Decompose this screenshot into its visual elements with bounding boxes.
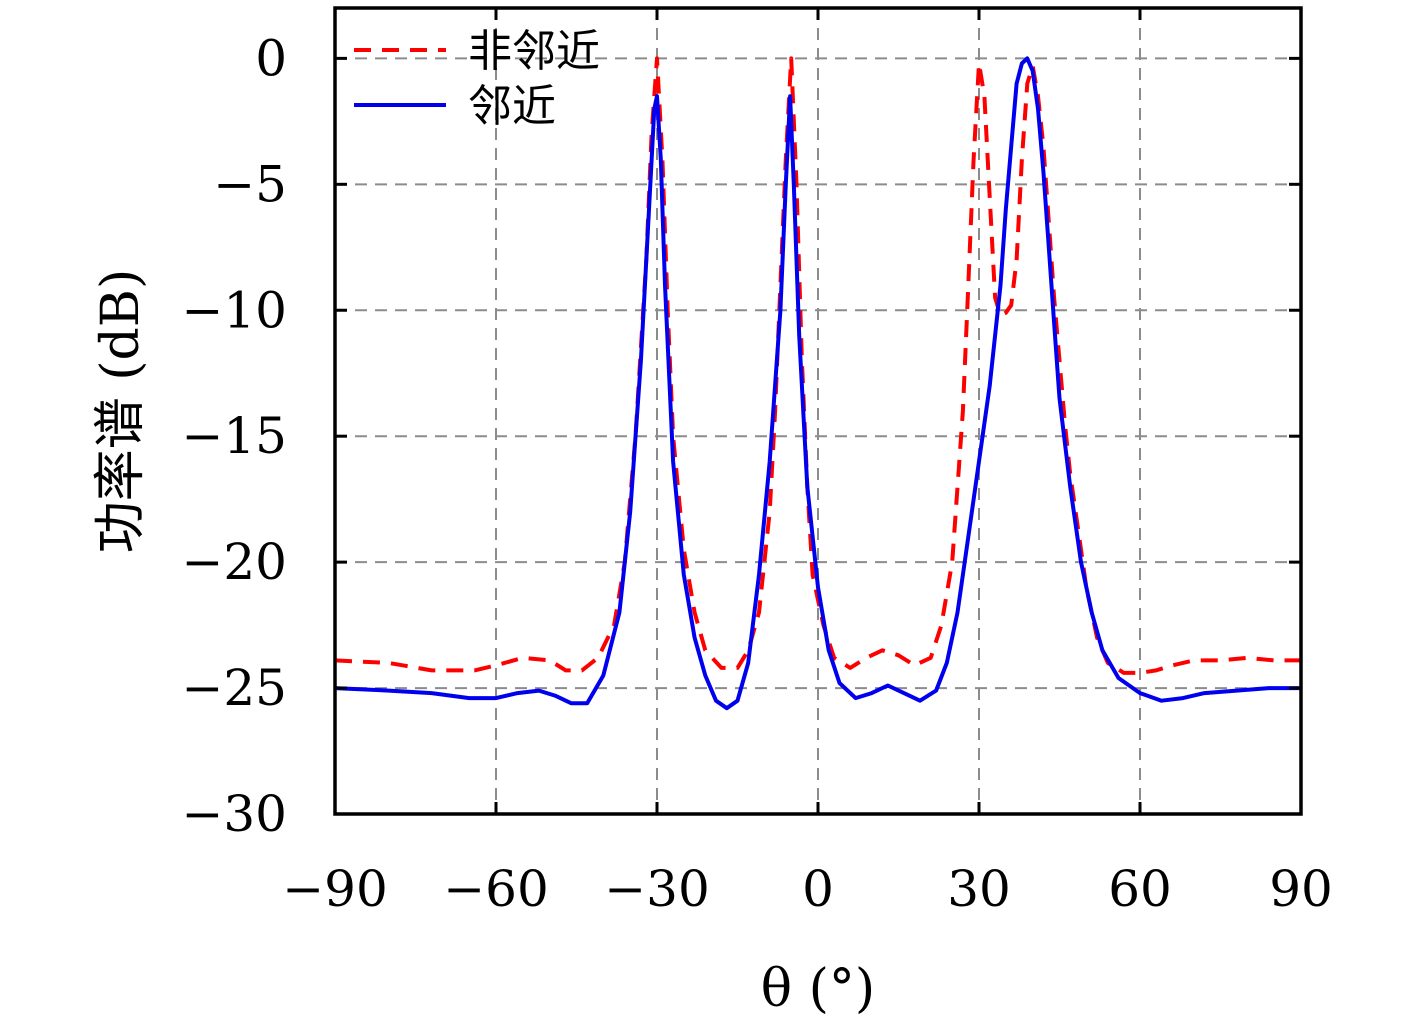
series-line-adjacent	[334, 56, 1301, 711]
y-tick-label: −5	[213, 155, 287, 213]
tick-labels: −90 −60 −30 0 30 60 90 0 −5 −10 −15 −20 −25 −30	[181, 29, 1332, 918]
y-axis-title: 功率谱 (dB)	[91, 269, 151, 554]
legend-label-adjacent: 邻近	[468, 81, 556, 132]
y-tick-label: −25	[181, 659, 287, 717]
y-tick-label: −10	[181, 281, 287, 339]
x-tick-label: 60	[1108, 860, 1172, 918]
x-tick-label: 30	[947, 860, 1011, 918]
legend-label-nonadjacent: 非邻近	[468, 26, 600, 77]
x-tick-label: 0	[802, 860, 834, 918]
x-tick-label: −60	[443, 860, 549, 918]
y-tick-label: −15	[181, 407, 287, 465]
grid	[335, 8, 1301, 814]
series-layer	[334, 56, 1301, 711]
y-tick-label: −20	[181, 533, 287, 591]
y-tick-label: 0	[255, 29, 287, 87]
y-tick-label: −30	[181, 785, 287, 843]
x-tick-label: −30	[604, 860, 710, 918]
x-tick-label: −90	[282, 860, 388, 918]
tick-marks	[333, 8, 1303, 816]
x-tick-label: 90	[1269, 860, 1333, 918]
legend: 非邻近 邻近	[354, 26, 600, 132]
x-axis-title: θ (°)	[761, 959, 875, 1019]
